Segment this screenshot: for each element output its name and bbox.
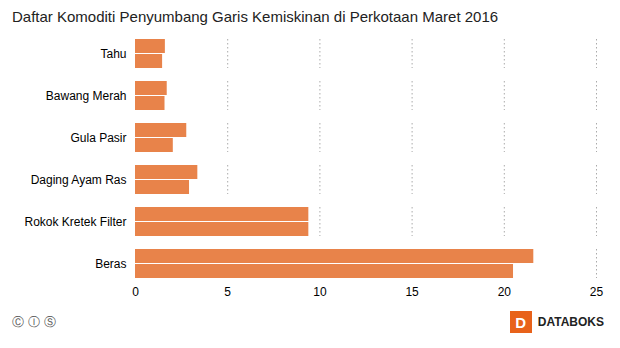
html-text:Daftar Komoditi Penyumbang Gar: Daftar Komoditi Penyumbang Garis Kemiski… [12, 8, 499, 25]
svg-text:10: 10 [313, 285, 327, 299]
svg-text:20: 20 [498, 285, 512, 299]
svg-text:25: 25 [590, 285, 604, 299]
svg-text:Gula Pasir: Gula Pasir [70, 131, 126, 145]
svg-text:0: 0 [132, 285, 139, 299]
svg-text:5: 5 [224, 285, 231, 299]
svg-text:Tahu: Tahu [100, 47, 126, 61]
svg-text:Daging Ayam Ras: Daging Ayam Ras [31, 173, 127, 187]
svg-text:Rokok Kretek Filter: Rokok Kretek Filter [24, 215, 126, 229]
svg-text:15: 15 [405, 285, 419, 299]
html-text:D: D [515, 313, 527, 331]
svg-text:Bawang Merah: Bawang Merah [46, 89, 127, 103]
svg-text:Beras: Beras [95, 257, 126, 271]
html-text:DATABOKS: DATABOKS [537, 315, 604, 329]
